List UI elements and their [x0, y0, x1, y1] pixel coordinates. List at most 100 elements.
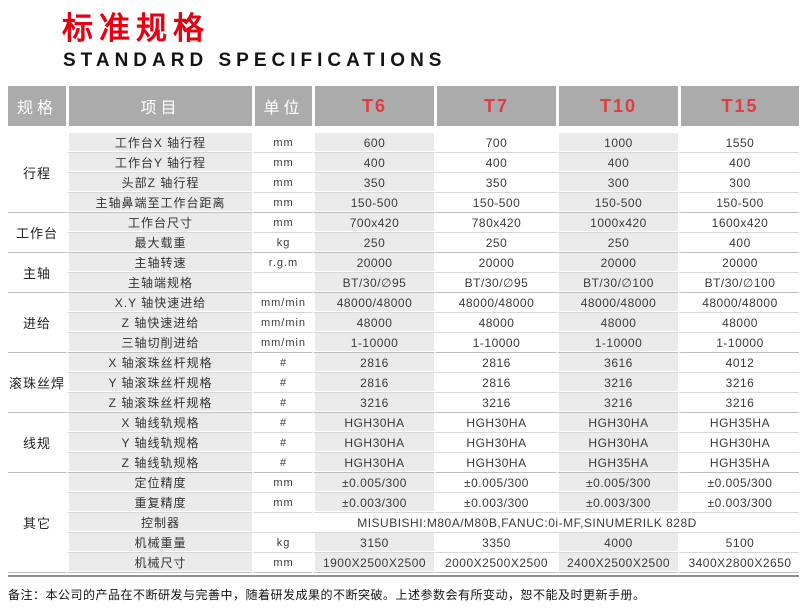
spec-value: 3216	[434, 393, 556, 413]
unit-value: mm	[252, 213, 312, 233]
spec-value: HGH30HA	[312, 453, 434, 473]
header-model-t10: T10	[556, 86, 678, 133]
table-row: 线规 X 轴线轨规格 # HGH30HA HGH30HA HGH30HA HGH35HA	[8, 413, 799, 473]
unit-value: mm	[252, 553, 312, 573]
spec-value: 48000	[678, 313, 799, 333]
spec-value: ±0.005/300	[434, 473, 556, 493]
group-label: 线规	[8, 413, 66, 473]
spec-value: 48000	[434, 313, 556, 333]
table-row: 机械重量 kg 3150 3350 4000 5100	[8, 533, 799, 553]
table-row: 重复精度 mm ±0.003/300 ±0.003/300 ±0.003/300 ±0.0…	[8, 493, 799, 513]
unit-value: #	[252, 433, 312, 453]
unit-value: #	[252, 453, 312, 473]
table-row: 工作台 工作台尺寸 mm 700x420 780x420 1000x420 1600x420	[8, 213, 799, 253]
spec-value: 300	[556, 173, 678, 193]
spec-value: HGH30HA	[556, 413, 678, 433]
table-row: Z 轴滚珠丝杆规格 #3216 3216 3216 3216	[8, 393, 799, 413]
spec-value: HGH30HA	[434, 413, 556, 433]
page-title-en: STANDARD SPECIFICATIONS	[63, 50, 447, 71]
spec-value: 48000/48000	[556, 293, 678, 313]
item-label: 工作台尺寸	[66, 213, 252, 233]
spec-value: 1-10000	[312, 333, 434, 353]
spec-value: HGH35HA	[556, 453, 678, 473]
spec-value: BT/30/∅95	[434, 273, 556, 293]
spec-value: 250	[434, 233, 556, 253]
group-label: 主轴	[8, 253, 66, 293]
table-row: 进给 X.Y 轴快速进给 mm/min 48000/48000 48000/48000 4…	[8, 293, 799, 353]
spec-value: 2400X2500X2500	[556, 553, 678, 573]
spec-value: 1550	[678, 133, 799, 153]
table-row: 行程 工作台X 轴行程 mm 600 700 1000 1550	[8, 133, 799, 213]
item-label: 主轴转速	[66, 253, 252, 273]
spec-value: HGH30HA	[556, 433, 678, 453]
spec-value: 4000	[556, 533, 678, 553]
table-row: 机械尺寸 mm 1900X2500X2500 2000X2500X2500 2400X2…	[8, 553, 799, 573]
spec-value: 1000	[556, 133, 678, 153]
unit-value: mm/min	[252, 313, 312, 333]
spec-value: 2000X2500X2500	[434, 553, 556, 573]
spec-value: 48000/48000	[312, 293, 434, 313]
table-row: 最大载重 kg 250 250 250 400	[8, 233, 799, 253]
unit-value: mm	[252, 153, 312, 173]
spec-value: 400	[434, 153, 556, 173]
unit-value: #	[252, 373, 312, 393]
spec-value: 350	[312, 173, 434, 193]
table-row: 其它 定位精度 mm ±0.005/300 ±0.005/300 ±0.005/300 ±0…	[8, 473, 799, 573]
spec-value: HGH35HA	[678, 413, 799, 433]
spec-value: 250	[556, 233, 678, 253]
spec-value: 20000	[434, 253, 556, 273]
spec-value: 3150	[312, 533, 434, 553]
unit-value: kg	[252, 233, 312, 253]
unit-value: #	[252, 353, 312, 373]
spec-value: ±0.003/300	[312, 493, 434, 513]
table-row: Y 轴线轨规格 # HGH30HA HGH30HA HGH30HA HGH30HA	[8, 433, 799, 453]
table-row: 工作台Y 轴行程 mm 400 400 400 400	[8, 153, 799, 173]
controller-value: MISUBISHI:M80A/M80B,FANUC:0i-MF,SINUMERI…	[252, 513, 799, 533]
spec-value: 150-500	[434, 193, 556, 213]
spec-value: 300	[678, 173, 799, 193]
spec-value: 48000/48000	[678, 293, 799, 313]
spec-value: 150-500	[556, 193, 678, 213]
item-label: Y 轴线轨规格	[66, 433, 252, 453]
spec-value: 600	[312, 133, 434, 153]
spec-value: 700x420	[312, 213, 434, 233]
spec-table-body: 行程 工作台X 轴行程 mm 600 700 1000 1550 工作台Y 轴行程 mm 400 4…	[8, 133, 799, 573]
item-label: Z 轴线轨规格	[66, 453, 252, 473]
group-label: 其它	[8, 473, 66, 573]
spec-value: 20000	[678, 253, 799, 273]
header-model-t7: T7	[434, 86, 556, 133]
header-model-t6: T6	[312, 86, 434, 133]
spec-value: 3216	[556, 393, 678, 413]
unit-value: #	[252, 413, 312, 433]
spec-value: 3216	[678, 393, 799, 413]
header-spec: 规格	[8, 86, 66, 133]
spec-value: 3400X2800X2650	[678, 553, 799, 573]
spec-value: 1-10000	[556, 333, 678, 353]
spec-value: 150-500	[312, 193, 434, 213]
header-unit: 单位	[252, 86, 312, 133]
spec-value: 400	[556, 153, 678, 173]
spec-value: 350	[434, 173, 556, 193]
spec-value: 1-10000	[434, 333, 556, 353]
spec-value: 48000	[556, 313, 678, 333]
unit-value: #	[252, 393, 312, 413]
spec-value: HGH30HA	[678, 433, 799, 453]
item-label: X 轴线轨规格	[66, 413, 252, 433]
spec-value: BT/30/∅100	[556, 273, 678, 293]
header-item: 项目	[66, 86, 252, 133]
table-row: 三轴切削进给 mm/min 1-10000 1-10000 1-10000 1-10000	[8, 333, 799, 353]
spec-value: 3350	[434, 533, 556, 553]
spec-value: 1900X2500X2500	[312, 553, 434, 573]
spec-value: 3216	[312, 393, 434, 413]
unit-value: mm	[252, 193, 312, 213]
item-label: 工作台Y 轴行程	[66, 153, 252, 173]
unit-value: mm	[252, 473, 312, 493]
spec-value: ±0.003/300	[556, 493, 678, 513]
item-label: Y 轴滚珠丝杆规格	[66, 373, 252, 393]
item-label: 主轴端规格	[66, 273, 252, 293]
item-label: Z 轴快速进给	[66, 313, 252, 333]
spec-value: ±0.005/300	[556, 473, 678, 493]
unit-value: mm/min	[252, 293, 312, 313]
spec-value: 150-500	[678, 193, 799, 213]
item-label: 机械重量	[66, 533, 252, 553]
